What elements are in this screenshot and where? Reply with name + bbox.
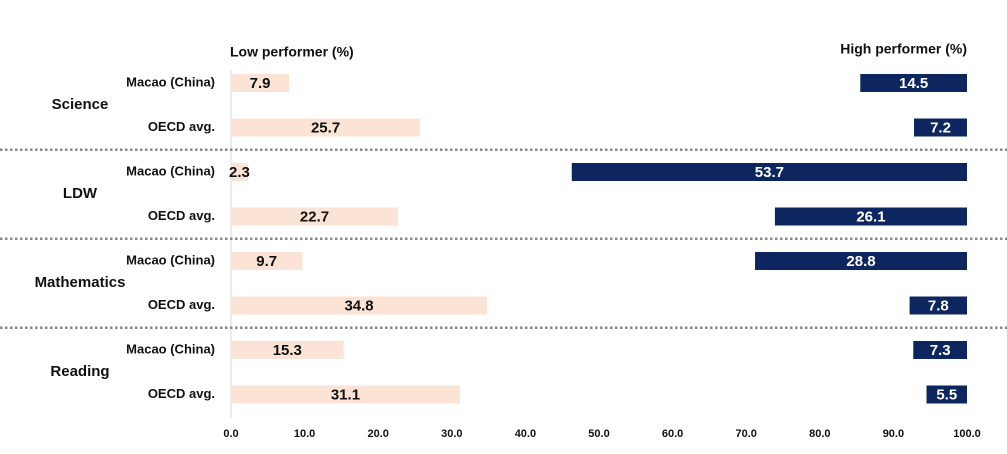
low-bar (231, 296, 488, 315)
high-bar (926, 385, 967, 404)
category-label: Macao (China) (126, 341, 215, 356)
category-label: Macao (China) (126, 252, 215, 267)
low-bar (231, 74, 290, 92)
value-label: 53.7 (755, 164, 784, 181)
value-label: 25.7 (311, 119, 340, 136)
high-header: High performer (%) (840, 41, 967, 57)
high-bar (571, 163, 967, 181)
value-label: 9.7 (256, 253, 277, 270)
group-label: Mathematics (35, 274, 126, 291)
value-label: 7.3 (930, 342, 951, 359)
low-bar (231, 118, 421, 137)
x-tick-label: 80.0 (809, 428, 830, 440)
value-label: 2.3 (229, 164, 250, 181)
low-bar (231, 163, 248, 181)
category-label: OECD avg. (148, 297, 215, 312)
value-label: 7.8 (928, 297, 949, 314)
x-tick-label: 20.0 (367, 428, 388, 440)
value-label: 34.8 (344, 297, 373, 314)
x-tick-label: 30.0 (441, 428, 462, 440)
x-tick-label: 10.0 (294, 428, 315, 440)
group-label: Science (52, 96, 109, 113)
x-tick-label: 60.0 (662, 428, 683, 440)
value-label: 31.1 (331, 386, 360, 403)
group-label: Reading (50, 363, 109, 380)
value-label: 22.7 (300, 208, 329, 225)
high-bar (914, 118, 967, 137)
value-label: 15.3 (273, 342, 302, 359)
category-label: Macao (China) (126, 74, 215, 89)
low-bar (231, 207, 399, 226)
high-bar (860, 74, 967, 92)
group-label: LDW (63, 185, 98, 202)
x-tick-label: 50.0 (588, 428, 609, 440)
category-label: OECD avg. (148, 119, 215, 134)
x-tick-label: 70.0 (735, 428, 756, 440)
value-label: 26.1 (856, 208, 885, 225)
x-tick-label: 40.0 (515, 428, 536, 440)
value-label: 7.2 (930, 119, 951, 136)
category-label: OECD avg. (148, 208, 215, 223)
high-bar (913, 341, 967, 359)
low-header: Low performer (%) (230, 44, 354, 60)
x-tick-label: 90.0 (883, 428, 904, 440)
value-label: 28.8 (846, 253, 875, 270)
high-bar (774, 207, 967, 226)
value-label: 14.5 (899, 75, 928, 92)
high-bar (755, 252, 967, 270)
category-label: Macao (China) (126, 163, 215, 178)
low-bar (231, 252, 303, 270)
x-tick-label: 0.0 (223, 428, 238, 440)
category-label: OECD avg. (148, 386, 215, 401)
low-bar (231, 341, 344, 359)
high-bar (909, 296, 967, 315)
value-label: 7.9 (250, 75, 271, 92)
x-tick-label: 100.0 (953, 428, 981, 440)
value-label: 5.5 (936, 386, 957, 403)
low-bar (231, 385, 460, 404)
